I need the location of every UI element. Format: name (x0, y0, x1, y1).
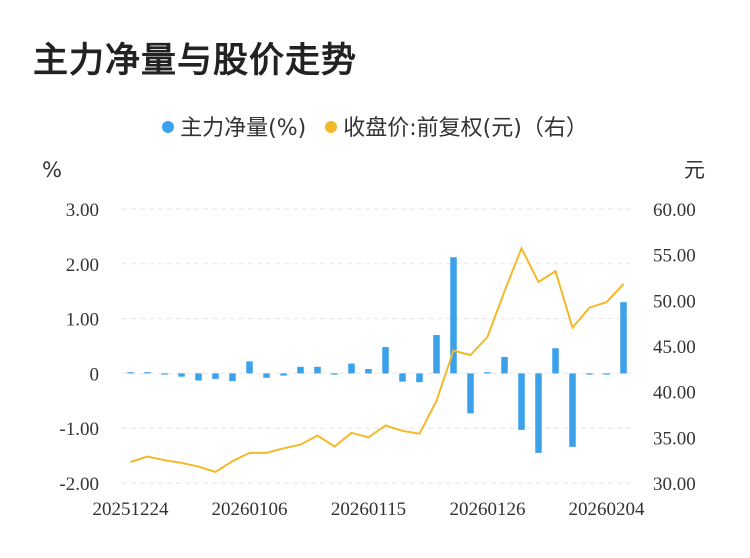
right-tick-label: 40.00 (653, 383, 696, 404)
left-axis-unit: % (42, 158, 62, 182)
net-volume-bar (399, 373, 406, 382)
gridlines (122, 208, 632, 484)
net-volume-bar (433, 335, 440, 374)
net-volume-bar (314, 366, 321, 374)
right-tick-label: 35.00 (653, 428, 696, 449)
net-volume-bar (195, 373, 202, 381)
net-volume-bar (450, 257, 457, 374)
net-volume-bar (161, 373, 168, 375)
net-volume-bar (603, 373, 610, 375)
right-tick-label: 55.00 (653, 246, 696, 267)
net-volume-bar (246, 361, 253, 374)
net-volume-bar (569, 373, 576, 447)
right-axis-unit: 元 (684, 158, 705, 182)
net-volume-bar (280, 373, 287, 376)
x-tick-label: 20260204 (569, 499, 646, 520)
net-volume-bars (127, 257, 627, 453)
left-tick-label: 2.00 (66, 255, 99, 276)
net-volume-bar (127, 372, 134, 374)
net-volume-bar (467, 373, 474, 414)
right-tick-label: 45.00 (653, 337, 696, 358)
net-volume-bar (178, 373, 185, 377)
legend-label-net-volume: 主力净量(%) (180, 116, 307, 141)
legend-item-close-price[interactable]: 收盘价:前复权(元)（右） (325, 110, 588, 142)
legend-dot-line (325, 121, 338, 133)
axis-ticks: 3.00 2.00 1.00 0 -1.00 -2.00 60.00 55.00 50.00 45… (59, 200, 695, 520)
left-tick-label: 0 (90, 364, 100, 385)
net-volume-bar (331, 373, 338, 375)
net-volume-bar (297, 366, 304, 374)
net-volume-bar (229, 373, 236, 382)
right-tick-label: 60.00 (653, 200, 696, 221)
legend-dot-bar (162, 121, 175, 133)
net-volume-bar (416, 373, 423, 383)
right-tick-label: 50.00 (653, 291, 696, 312)
net-volume-bar (263, 373, 270, 378)
left-tick-label: 3.00 (66, 200, 99, 221)
close-price-line (130, 245, 625, 474)
net-volume-bar (535, 373, 542, 453)
x-tick-label: 20260106 (212, 499, 288, 520)
left-tick-label: 1.00 (66, 310, 99, 331)
net-volume-bar (501, 356, 508, 374)
net-volume-bar (518, 373, 525, 430)
net-volume-bar (620, 302, 627, 374)
x-tick-label: 20251224 (93, 499, 170, 520)
legend-item-net-volume[interactable]: 主力净量(%) (162, 110, 306, 142)
net-volume-bar (586, 373, 593, 375)
net-volume-bar (365, 369, 372, 374)
legend-label-close-price: 收盘价:前复权(元)（右） (343, 116, 588, 141)
net-volume-bar (382, 347, 389, 374)
net-volume-bar (212, 373, 219, 379)
x-tick-label: 20260126 (450, 499, 526, 520)
left-tick-label: -2.00 (59, 474, 99, 495)
net-volume-bar (484, 372, 491, 374)
net-volume-bar (144, 372, 151, 374)
x-tick-label: 20260115 (331, 499, 406, 520)
net-volume-bar (552, 348, 559, 374)
right-tick-label: 30.00 (653, 474, 696, 495)
net-volume-bar (348, 363, 355, 374)
left-tick-label: -1.00 (59, 419, 99, 440)
chart-title: 主力净量与股价走势 (33, 41, 358, 81)
legend: 主力净量(%) 收盘价:前复权(元)（右） (0, 110, 750, 142)
